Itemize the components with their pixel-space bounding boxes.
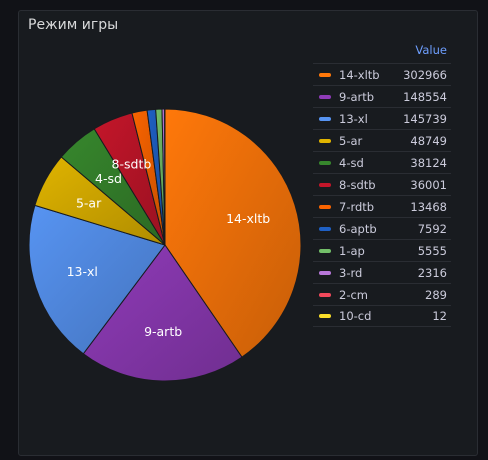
legend-label: 8-sdtb [339,177,376,192]
legend-item-9-artb[interactable]: 9-artb 148554 [313,85,451,107]
legend-swatch [319,72,331,77]
legend-swatch [319,248,331,253]
legend-item-4-sd[interactable]: 4-sd 38124 [313,151,451,173]
legend-value: 145739 [403,111,447,126]
legend-value: 48749 [410,133,447,148]
legend-item-10-cd[interactable]: 10-cd 12 [313,305,451,327]
legend-label: 9-artb [339,89,375,104]
legend-label: 1-ap [339,243,365,258]
legend-item-8-sdtb[interactable]: 8-sdtb 36001 [313,173,451,195]
legend-item-3-rd[interactable]: 3-rd 2316 [313,261,451,283]
legend-header-value[interactable]: Value [415,43,447,57]
legend-swatch [319,270,331,275]
legend-item-1-ap[interactable]: 1-ap 5555 [313,239,451,261]
legend-item-14-xltb[interactable]: 14-xltb 302966 [313,63,451,85]
legend-value: 289 [425,287,447,302]
legend-label: 5-ar [339,133,363,148]
pie-label-4-sd: 4-sd [95,171,122,186]
legend-label: 2-cm [339,287,368,302]
legend-swatch [319,226,331,231]
panel-title[interactable]: Режим игры [28,17,119,33]
legend-item-2-cm[interactable]: 2-cm 289 [313,283,451,305]
legend-swatch [319,138,331,143]
legend-swatch [319,204,331,209]
legend-swatch [319,292,331,297]
pie-chart: 14-xltb 9-artb 13-xl 5-ar 4-sd8-sdtb [28,108,302,382]
legend-item-5-ar[interactable]: 5-ar 48749 [313,129,451,151]
legend-item-7-rdtb[interactable]: 7-rdtb 13468 [313,195,451,217]
pie-slice-9-artb[interactable] [82,244,243,382]
legend-item-6-aptb[interactable]: 6-aptb 7592 [313,217,451,239]
legend-swatch [319,116,331,121]
legend-label: 10-cd [339,309,372,323]
legend-label: 4-sd [339,155,364,170]
legend-swatch [319,160,331,165]
legend-value: 302966 [403,67,447,82]
legend-swatch [319,94,331,99]
legend-value: 13468 [410,199,447,214]
pie-label-13-xl: 13-xl [67,264,98,279]
pie-label-9-artb: 9-artb [144,324,182,339]
pie-slice-13-xl[interactable] [28,204,166,355]
legend-label: 14-xltb [339,67,380,82]
legend: Value 14-xltb 302966 9-artb 148554 13-xl 1457… [313,43,451,327]
pie-slice-14-xltb[interactable] [164,108,302,358]
legend-label: 6-aptb [339,221,377,236]
legend-label: 7-rdtb [339,199,375,214]
legend-value: 5555 [417,243,447,258]
pie-label-8-sdtb: 8-sdtb [112,157,152,172]
legend-item-13-xl[interactable]: 13-xl 145739 [313,107,451,129]
legend-value: 38124 [410,155,447,170]
pie-label-5-ar: 5-ar [76,195,102,210]
legend-swatch [319,314,331,318]
legend-value: 36001 [410,177,447,192]
pie-label-14-xltb: 14-xltb [226,211,270,226]
legend-value: 2316 [417,265,447,280]
legend-value: 12 [432,309,447,323]
legend-value: 148554 [403,89,447,104]
legend-swatch [319,182,331,187]
legend-label: 3-rd [339,265,363,280]
legend-value: 7592 [417,221,447,236]
legend-label: 13-xl [339,111,368,126]
